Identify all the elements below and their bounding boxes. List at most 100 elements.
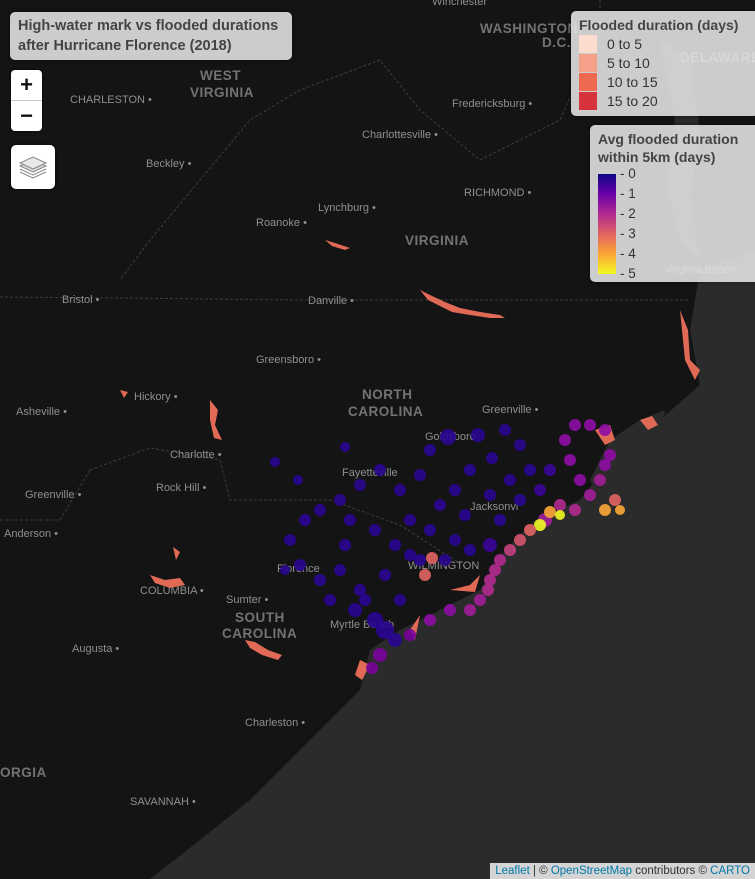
flood-point[interactable] <box>344 514 356 526</box>
flood-point[interactable] <box>484 574 496 586</box>
flood-point[interactable] <box>354 584 366 596</box>
flood-point[interactable] <box>424 444 436 456</box>
flood-point[interactable] <box>584 419 596 431</box>
flood-point[interactable] <box>599 459 611 471</box>
flood-point[interactable] <box>544 506 556 518</box>
flood-point[interactable] <box>494 514 506 526</box>
flood-point[interactable] <box>574 474 586 486</box>
flood-point[interactable] <box>483 538 497 552</box>
flood-point[interactable] <box>369 524 381 536</box>
flood-point[interactable] <box>314 504 326 516</box>
flood-point[interactable] <box>324 594 336 606</box>
carto-link[interactable]: CARTO <box>710 865 750 877</box>
flood-point[interactable] <box>284 534 296 546</box>
svg-text:Sumter •: Sumter • <box>226 594 269 606</box>
flood-point[interactable] <box>584 489 596 501</box>
flooded-duration-legend-item: 0 to 5 <box>579 34 751 53</box>
flood-point[interactable] <box>348 603 362 617</box>
flood-point[interactable] <box>404 514 416 526</box>
flood-point[interactable] <box>294 559 306 571</box>
flood-point[interactable] <box>471 428 485 442</box>
flood-point[interactable] <box>559 434 571 446</box>
flood-point[interactable] <box>564 454 576 466</box>
flood-point[interactable] <box>599 504 611 516</box>
flood-point[interactable] <box>374 464 386 476</box>
flood-point[interactable] <box>293 475 303 485</box>
flood-point[interactable] <box>494 554 506 566</box>
flood-point[interactable] <box>280 565 290 575</box>
flood-point[interactable] <box>504 544 516 556</box>
flood-point[interactable] <box>394 594 406 606</box>
flood-point[interactable] <box>449 534 461 546</box>
flood-point[interactable] <box>464 604 476 616</box>
flood-point[interactable] <box>486 452 498 464</box>
flood-point[interactable] <box>609 494 621 506</box>
flood-point[interactable] <box>426 552 438 564</box>
flood-point[interactable] <box>555 510 565 520</box>
svg-text:Danville •: Danville • <box>308 295 354 307</box>
flood-point[interactable] <box>419 569 431 581</box>
flood-point[interactable] <box>534 484 546 496</box>
flood-point[interactable] <box>459 509 471 521</box>
flood-point[interactable] <box>389 539 401 551</box>
flood-point[interactable] <box>340 442 350 452</box>
flood-point[interactable] <box>334 564 346 576</box>
flood-point[interactable] <box>464 464 476 476</box>
flood-point[interactable] <box>366 662 378 674</box>
layers-control-button[interactable] <box>11 145 55 189</box>
flood-point[interactable] <box>299 514 311 526</box>
flood-point[interactable] <box>339 539 351 551</box>
zoom-in-button[interactable]: + <box>11 70 42 101</box>
flood-point[interactable] <box>484 489 496 501</box>
flood-point[interactable] <box>314 574 326 586</box>
flood-point[interactable] <box>604 449 616 461</box>
flood-point[interactable] <box>594 474 606 486</box>
flood-point[interactable] <box>354 479 366 491</box>
flood-point[interactable] <box>376 621 394 639</box>
flood-point[interactable] <box>544 464 556 476</box>
layers-icon <box>18 156 48 179</box>
flood-point[interactable] <box>270 457 280 467</box>
flood-point[interactable] <box>474 594 486 606</box>
flood-point[interactable] <box>424 614 436 626</box>
flood-points[interactable] <box>270 419 625 674</box>
flood-point[interactable] <box>444 604 456 616</box>
leaflet-link[interactable]: Leaflet <box>495 865 530 877</box>
map-title-line-1: High-water mark vs flooded durations <box>18 18 279 34</box>
flood-point[interactable] <box>449 484 461 496</box>
flood-point[interactable] <box>404 549 416 561</box>
osm-link[interactable]: OpenStreetMap <box>550 865 632 877</box>
zoom-out-button[interactable]: − <box>20 103 33 128</box>
flood-point[interactable] <box>482 584 494 596</box>
svg-text:Winchester: Winchester <box>432 0 487 8</box>
flood-point[interactable] <box>373 648 387 662</box>
flood-point[interactable] <box>499 424 511 436</box>
flood-point[interactable] <box>534 519 546 531</box>
flood-point[interactable] <box>334 494 346 506</box>
flood-point[interactable] <box>504 474 516 486</box>
flood-point[interactable] <box>599 424 611 436</box>
flood-point[interactable] <box>424 524 436 536</box>
flood-point[interactable] <box>554 499 566 511</box>
flood-point[interactable] <box>524 524 536 536</box>
flood-point[interactable] <box>440 429 456 445</box>
flood-point[interactable] <box>524 464 536 476</box>
flood-point[interactable] <box>514 439 526 451</box>
flood-point[interactable] <box>414 469 426 481</box>
flood-point[interactable] <box>514 494 526 506</box>
flood-point[interactable] <box>404 629 416 641</box>
flood-point[interactable] <box>394 484 406 496</box>
flood-point[interactable] <box>388 633 402 647</box>
avg-duration-legend-title-line-2: within 5km (days) <box>598 149 716 165</box>
flood-point[interactable] <box>439 554 451 566</box>
flood-point[interactable] <box>514 534 526 546</box>
flood-point[interactable] <box>569 504 581 516</box>
flood-point[interactable] <box>359 594 371 606</box>
flood-point[interactable] <box>569 419 581 431</box>
flood-point[interactable] <box>464 544 476 556</box>
flood-point[interactable] <box>615 505 625 515</box>
flood-point[interactable] <box>489 564 501 576</box>
flood-point[interactable] <box>414 554 426 566</box>
flood-point[interactable] <box>379 569 391 581</box>
flood-point[interactable] <box>434 499 446 511</box>
